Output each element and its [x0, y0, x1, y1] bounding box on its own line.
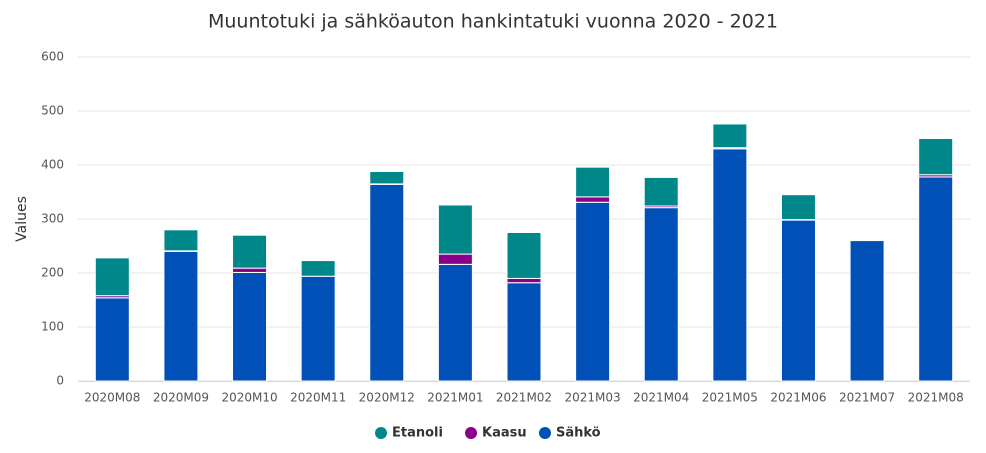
bar	[437, 253, 473, 265]
bar	[300, 260, 336, 277]
x-tick-label: 2021M04	[633, 391, 689, 405]
y-tick-label: 600	[41, 50, 64, 64]
bar	[437, 263, 473, 382]
x-tick-label: 2021M02	[496, 391, 552, 405]
bar	[232, 267, 268, 273]
bar	[712, 148, 748, 382]
legend-marker	[375, 427, 387, 439]
x-tick-label: 2020M08	[84, 391, 140, 405]
bar	[506, 277, 542, 284]
legend-marker	[539, 427, 551, 439]
x-tick-label: 2020M11	[290, 391, 346, 405]
y-tick-label: 0	[56, 374, 64, 388]
bar	[780, 194, 816, 221]
legend-marker	[465, 427, 477, 439]
bar	[575, 166, 611, 198]
chart-title: Muuntotuki ja sähköauton hankintatuki vu…	[208, 11, 778, 33]
bar	[369, 170, 405, 185]
y-tick-label: 100	[41, 320, 64, 334]
x-tick-label: 2021M07	[839, 391, 895, 405]
bar	[94, 297, 130, 382]
bar	[918, 176, 954, 382]
bar	[437, 204, 473, 255]
x-tick-label: 2021M03	[565, 391, 621, 405]
bar	[849, 240, 885, 382]
bar	[712, 123, 748, 149]
y-tick-label: 500	[41, 104, 64, 118]
bar	[300, 275, 336, 382]
bar	[643, 176, 679, 207]
x-tick-label: 2021M01	[427, 391, 483, 405]
x-tick-label: 2020M09	[153, 391, 209, 405]
bar	[575, 196, 611, 203]
y-axis-title: Values	[14, 196, 30, 242]
y-tick-label: 400	[41, 158, 64, 172]
bar	[575, 201, 611, 382]
legend-label: Sähkö	[556, 426, 601, 441]
y-tick-label: 300	[41, 212, 64, 226]
bar	[232, 271, 268, 382]
x-tick-label: 2021M06	[770, 391, 826, 405]
bar	[918, 138, 954, 176]
bar	[506, 282, 542, 382]
bar	[780, 219, 816, 382]
x-tick-label: 2020M12	[359, 391, 415, 405]
legend-label: Kaasu	[482, 426, 527, 441]
x-tick-label: 2021M08	[908, 391, 964, 405]
bar	[94, 257, 130, 297]
bar	[506, 232, 542, 279]
legend-label: Etanoli	[392, 426, 443, 441]
bar	[232, 234, 268, 269]
x-tick-label: 2021M05	[702, 391, 758, 405]
x-tick-label: 2020M10	[221, 391, 277, 405]
bar	[163, 229, 199, 252]
y-tick-label: 200	[41, 266, 64, 280]
bar	[369, 183, 405, 382]
bar	[163, 250, 199, 382]
bar	[643, 207, 679, 382]
